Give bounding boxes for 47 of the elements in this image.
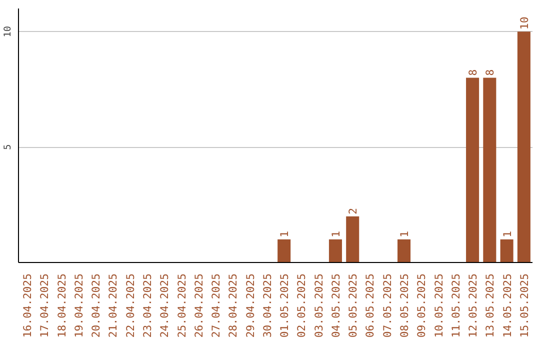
bar xyxy=(397,239,411,262)
x-tick-label: 24.04.2025 xyxy=(158,274,172,338)
x-tick-label: 23.04.2025 xyxy=(141,274,154,338)
x-tick-label: 25.04.2025 xyxy=(175,274,188,338)
x-tick-label: 30.04.2025 xyxy=(260,274,274,338)
x-tick-label: 11.05.2025 xyxy=(449,274,462,338)
bar xyxy=(466,78,480,262)
bar xyxy=(328,239,342,262)
x-tick-label: 20.04.2025 xyxy=(90,274,103,338)
x-tick-label: 16.04.2025 xyxy=(21,274,34,338)
x-tick-label: 04.05.2025 xyxy=(329,274,342,338)
x-tick-label: 15.05.2025 xyxy=(518,274,531,338)
bar xyxy=(517,32,530,262)
x-tick-label: 12.05.2025 xyxy=(466,274,480,338)
x-tick-label: 13.05.2025 xyxy=(484,274,497,338)
bar xyxy=(278,239,291,262)
data-label: 2 xyxy=(346,208,360,214)
x-tick-label: 28.04.2025 xyxy=(226,274,240,338)
x-tick-label: 08.05.2025 xyxy=(398,274,411,338)
data-label: 1 xyxy=(500,230,514,238)
data-label: 1 xyxy=(398,230,411,238)
x-tick-label: 19.04.2025 xyxy=(72,274,86,338)
y-tick-label: 5 xyxy=(2,144,14,150)
x-tick-label: 03.05.2025 xyxy=(312,274,326,338)
x-tick-label: 02.05.2025 xyxy=(295,274,308,338)
x-tick-label: 10.05.2025 xyxy=(432,274,446,338)
x-tick-label: 06.05.2025 xyxy=(364,274,377,338)
x-tick-label: 05.05.2025 xyxy=(346,274,360,338)
x-tick-label: 09.05.2025 xyxy=(415,274,428,338)
x-tick-label: 21.04.2025 xyxy=(106,274,120,338)
data-label: 8 xyxy=(466,69,480,76)
data-label: 8 xyxy=(484,69,497,76)
x-tick-label: 22.04.2025 xyxy=(124,274,137,338)
bar xyxy=(500,239,514,262)
bar xyxy=(346,216,360,262)
x-tick-label: 29.04.2025 xyxy=(244,274,257,338)
bar xyxy=(483,78,496,262)
x-tick-label: 17.04.2025 xyxy=(38,274,52,338)
x-tick-label: 27.04.2025 xyxy=(210,274,223,338)
data-label: 1 xyxy=(329,230,342,238)
data-label: 10 xyxy=(518,16,531,30)
x-tick-label: 18.04.2025 xyxy=(55,274,68,338)
x-tick-label: 01.05.2025 xyxy=(278,274,292,338)
x-tick-label: 07.05.2025 xyxy=(380,274,394,338)
x-tick-label: 14.05.2025 xyxy=(500,274,514,338)
x-tick-label: 26.04.2025 xyxy=(192,274,206,338)
data-label: 1 xyxy=(278,230,292,238)
